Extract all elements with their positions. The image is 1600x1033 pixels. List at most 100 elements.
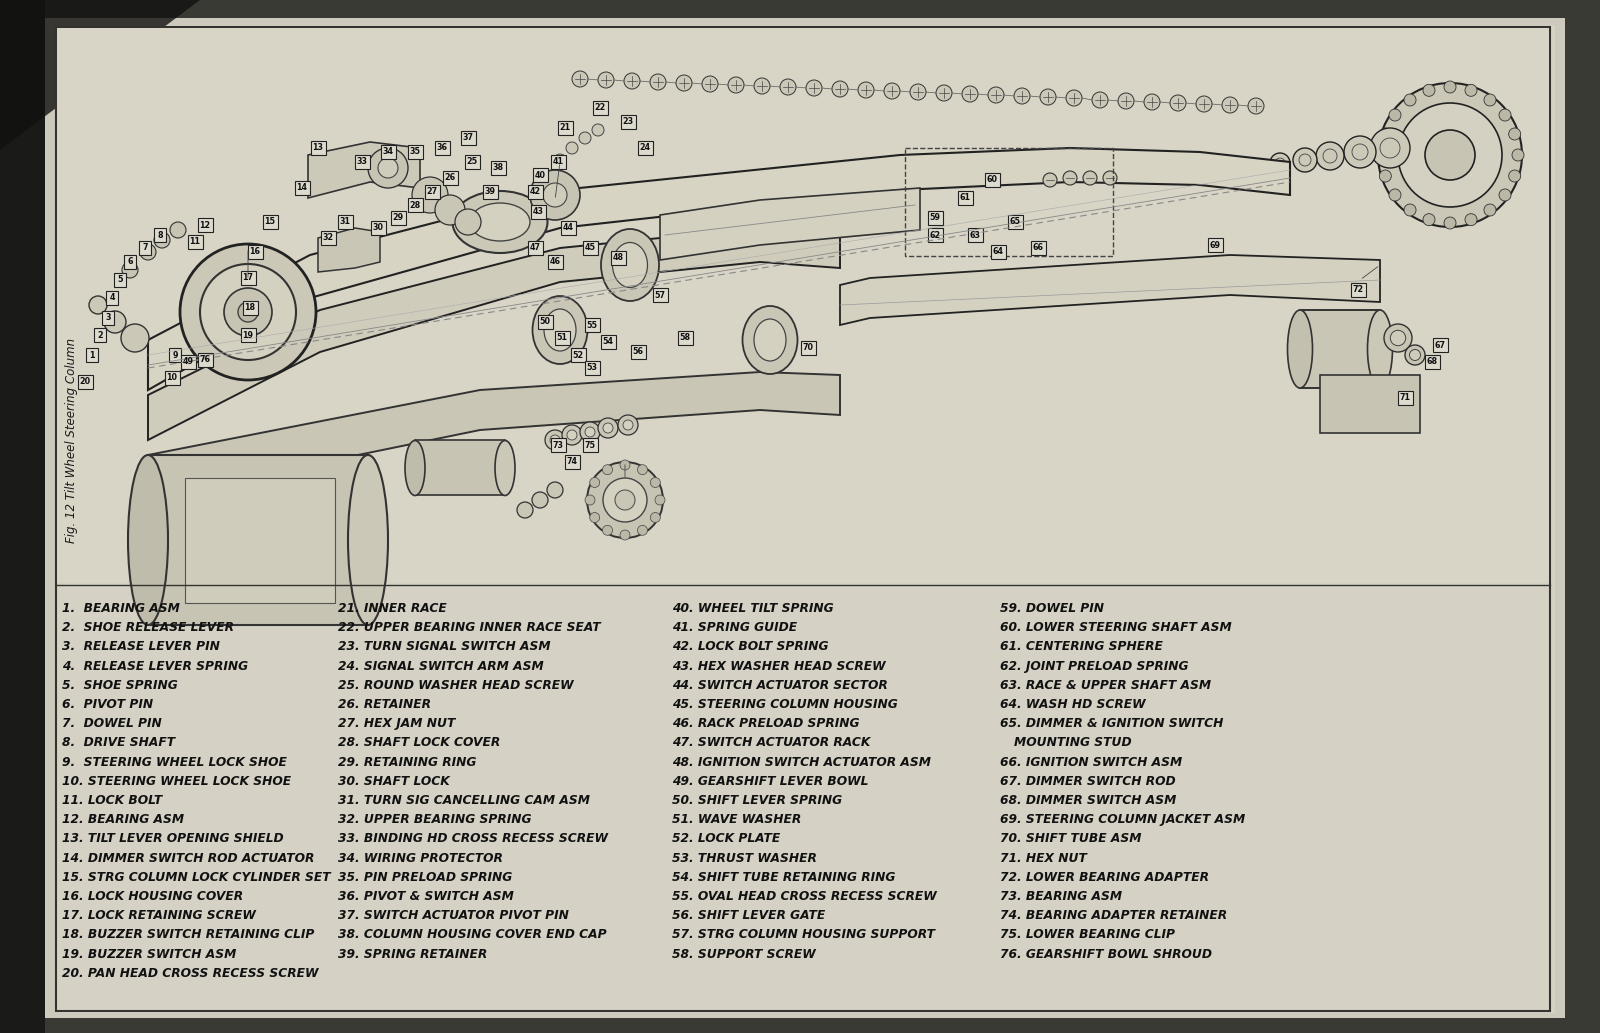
FancyBboxPatch shape — [243, 301, 258, 314]
Ellipse shape — [1368, 310, 1392, 388]
Text: 62: 62 — [930, 230, 941, 240]
Text: 34. WIRING PROTECTOR: 34. WIRING PROTECTOR — [338, 851, 502, 865]
Circle shape — [1499, 189, 1510, 201]
Text: 1.  BEARING ASM: 1. BEARING ASM — [62, 602, 179, 615]
Text: 40. WHEEL TILT SPRING: 40. WHEEL TILT SPRING — [672, 602, 834, 615]
FancyBboxPatch shape — [968, 227, 982, 242]
Text: 62. JOINT PRELOAD SPRING: 62. JOINT PRELOAD SPRING — [1000, 660, 1189, 672]
Text: 21. INNER RACE: 21. INNER RACE — [338, 602, 446, 615]
Circle shape — [542, 183, 566, 207]
Text: 8.  DRIVE SHAFT: 8. DRIVE SHAFT — [62, 737, 174, 749]
Text: 46. RACK PRELOAD SPRING: 46. RACK PRELOAD SPRING — [672, 717, 859, 730]
Text: 32: 32 — [323, 233, 333, 243]
Circle shape — [624, 73, 640, 89]
Circle shape — [562, 425, 582, 445]
Circle shape — [179, 244, 317, 380]
Text: 13: 13 — [312, 144, 323, 153]
FancyBboxPatch shape — [533, 167, 547, 182]
Text: 58: 58 — [680, 334, 691, 343]
FancyBboxPatch shape — [240, 327, 256, 342]
FancyBboxPatch shape — [320, 230, 336, 245]
FancyBboxPatch shape — [139, 241, 150, 254]
Text: 16. LOCK HOUSING COVER: 16. LOCK HOUSING COVER — [62, 890, 243, 903]
FancyBboxPatch shape — [582, 438, 597, 451]
FancyBboxPatch shape — [528, 241, 542, 254]
Text: 67. DIMMER SWITCH ROD: 67. DIMMER SWITCH ROD — [1000, 775, 1176, 788]
Circle shape — [546, 430, 565, 450]
Circle shape — [962, 86, 978, 102]
Ellipse shape — [602, 229, 659, 301]
Text: 18. BUZZER SWITCH RETAINING CLIP: 18. BUZZER SWITCH RETAINING CLIP — [62, 929, 314, 941]
Circle shape — [1014, 88, 1030, 104]
Circle shape — [650, 477, 661, 488]
Circle shape — [1248, 98, 1264, 114]
FancyBboxPatch shape — [571, 347, 586, 362]
Text: 41: 41 — [552, 157, 563, 166]
FancyBboxPatch shape — [560, 220, 576, 234]
Circle shape — [654, 495, 666, 505]
Text: 73: 73 — [552, 440, 563, 449]
Circle shape — [1499, 109, 1510, 121]
FancyBboxPatch shape — [928, 211, 942, 224]
Circle shape — [1443, 217, 1456, 229]
Text: 7: 7 — [142, 244, 147, 252]
Circle shape — [702, 76, 718, 92]
FancyBboxPatch shape — [555, 331, 570, 344]
Circle shape — [858, 82, 874, 98]
Circle shape — [1043, 173, 1058, 187]
Text: 2.  SHOE RELEASE LEVER: 2. SHOE RELEASE LEVER — [62, 621, 234, 634]
Text: 23. TURN SIGNAL SWITCH ASM: 23. TURN SIGNAL SWITCH ASM — [338, 640, 550, 654]
Circle shape — [378, 158, 398, 178]
Circle shape — [728, 77, 744, 93]
FancyBboxPatch shape — [114, 273, 126, 286]
Circle shape — [413, 177, 448, 213]
FancyBboxPatch shape — [483, 185, 498, 198]
Text: 4: 4 — [109, 293, 115, 303]
Text: 60: 60 — [987, 176, 997, 185]
Text: 59: 59 — [930, 214, 941, 222]
Text: 75. LOWER BEARING CLIP: 75. LOWER BEARING CLIP — [1000, 929, 1174, 941]
Text: 8: 8 — [157, 230, 163, 240]
Ellipse shape — [544, 309, 576, 351]
Text: 70: 70 — [803, 344, 813, 352]
Circle shape — [1144, 94, 1160, 109]
Text: 48. IGNITION SWITCH ACTUATOR ASM: 48. IGNITION SWITCH ACTUATOR ASM — [672, 755, 931, 769]
Text: 45. STEERING COLUMN HOUSING: 45. STEERING COLUMN HOUSING — [672, 698, 898, 711]
Circle shape — [603, 526, 613, 535]
Text: 44. SWITCH ACTUATOR SECTOR: 44. SWITCH ACTUATOR SECTOR — [672, 679, 888, 692]
Text: 69. STEERING COLUMN JACKET ASM: 69. STEERING COLUMN JACKET ASM — [1000, 813, 1245, 826]
Text: 52: 52 — [573, 350, 584, 359]
Text: 6: 6 — [128, 257, 133, 267]
Text: 31: 31 — [339, 218, 350, 226]
FancyBboxPatch shape — [621, 115, 635, 128]
Text: 49: 49 — [182, 357, 194, 367]
FancyBboxPatch shape — [1030, 241, 1045, 254]
Text: 71. HEX NUT: 71. HEX NUT — [1000, 851, 1086, 865]
Text: 66. IGNITION SWITCH ASM: 66. IGNITION SWITCH ASM — [1000, 755, 1182, 769]
Circle shape — [1378, 83, 1522, 227]
Text: 2: 2 — [98, 331, 102, 340]
Bar — [186, 478, 334, 603]
Text: 44: 44 — [563, 223, 573, 232]
Text: 16: 16 — [250, 248, 261, 256]
Ellipse shape — [613, 243, 648, 287]
Text: 74. BEARING ADAPTER RETAINER: 74. BEARING ADAPTER RETAINER — [1000, 909, 1227, 922]
Circle shape — [586, 427, 595, 437]
Text: 3: 3 — [106, 313, 110, 322]
Circle shape — [1422, 85, 1435, 96]
Circle shape — [1405, 204, 1416, 216]
Circle shape — [104, 311, 126, 333]
FancyBboxPatch shape — [408, 145, 422, 158]
FancyBboxPatch shape — [371, 220, 386, 234]
Circle shape — [1315, 142, 1344, 170]
Circle shape — [1170, 95, 1186, 111]
Circle shape — [554, 154, 566, 166]
Circle shape — [1384, 324, 1413, 352]
Polygon shape — [147, 228, 840, 440]
FancyBboxPatch shape — [1350, 282, 1365, 296]
Ellipse shape — [742, 306, 797, 374]
Ellipse shape — [533, 296, 587, 364]
Text: 20: 20 — [80, 377, 91, 386]
Text: 20. PAN HEAD CROSS RECESS SCREW: 20. PAN HEAD CROSS RECESS SCREW — [62, 967, 318, 979]
Text: 31. TURN SIG CANCELLING CAM ASM: 31. TURN SIG CANCELLING CAM ASM — [338, 794, 590, 807]
